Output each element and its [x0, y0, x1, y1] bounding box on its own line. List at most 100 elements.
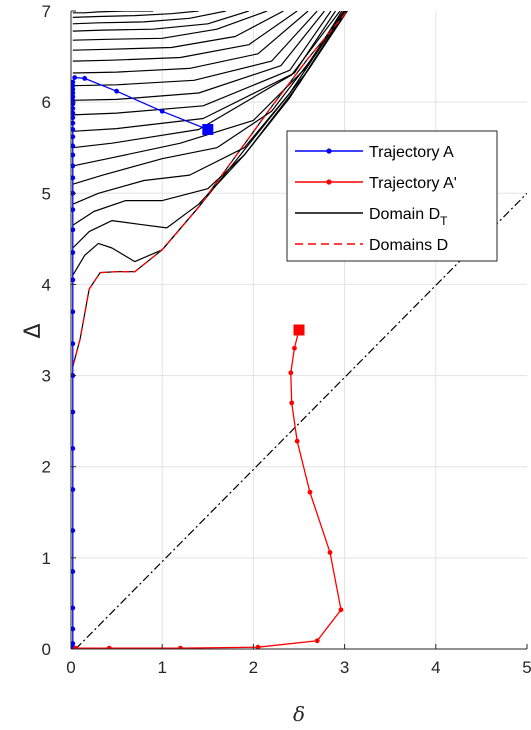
y-tick-label: 4 [42, 275, 51, 294]
legend-label: Domain DT [369, 206, 448, 228]
y-tick-label: 0 [42, 640, 51, 659]
plot-area [71, 11, 527, 649]
x-tick-label: 1 [157, 658, 166, 677]
y-tick-label: 2 [42, 458, 51, 477]
trajectory-a-point [71, 309, 76, 315]
legend: Trajectory A Trajectory A' Domain DT Domain… [286, 130, 498, 262]
legend-label: Trajectory A [369, 144, 454, 161]
trajectory-a-point [71, 487, 76, 492]
trajectory-a-point [71, 605, 76, 611]
domain-d-dashed [72, 11, 348, 367]
domain-dt-curve [72, 11, 284, 51]
legend-label: Trajectory A' [369, 175, 457, 192]
trajectory-a-point [71, 250, 76, 255]
trajectory-a-point [82, 76, 88, 81]
trajectory-a-point [71, 626, 76, 632]
trajectory-a-start-marker [202, 123, 214, 135]
trajectory-a-point [71, 175, 76, 181]
trajectory-a-point [71, 101, 76, 107]
domain-dt-curve [72, 11, 199, 18]
trajectory-a-point [71, 207, 76, 213]
trajectory-a-point [71, 528, 76, 533]
domain-dt-curve [72, 11, 154, 14]
domain-dt-curves [72, 11, 348, 276]
trajectory-a-point [71, 90, 76, 96]
axes [70, 11, 527, 650]
domain-dt-curve [72, 11, 325, 101]
trajectory-a-prime-point [327, 549, 333, 555]
domain-dt-curve [72, 11, 309, 74]
trajectory-a-prime-start-marker [293, 324, 305, 336]
trajectory-a-point [71, 115, 76, 121]
trajectory-a-point [71, 83, 76, 89]
y-tick-label: 3 [42, 367, 51, 386]
trajectory-a-point [71, 409, 76, 415]
diagonal-dashdot [75, 192, 527, 649]
domain-dt-curve [72, 11, 332, 116]
domain-dt-curve [72, 11, 347, 226]
trajectory-a-point [71, 106, 76, 111]
trajectory-a-point [71, 227, 76, 233]
trajectory-a-prime-point [178, 645, 183, 649]
trajectory-a-point [71, 341, 76, 347]
domain-dt-curve [72, 11, 298, 62]
domain-d-curve [72, 11, 348, 367]
legend-label: Domains D [369, 237, 448, 254]
x-tick-label: 2 [249, 658, 258, 677]
trajectory-a-point [71, 134, 76, 140]
y-tick-label: 6 [42, 93, 51, 112]
domain-dt-curve [72, 11, 268, 41]
trajectory-a-point [71, 94, 76, 100]
trajectory-a-point [71, 163, 76, 169]
trajectory-a-point [71, 86, 76, 92]
trajectory-a-point [71, 97, 76, 103]
trajectory-a-point [114, 88, 119, 94]
trajectory-a-point [159, 108, 165, 114]
domain-dt-curve [72, 11, 341, 149]
y-tick-label: 5 [42, 184, 51, 203]
diagonal-line [75, 192, 527, 649]
trajectory-a-prime-point [73, 645, 78, 649]
trajectory-a-point [71, 79, 76, 85]
trajectory-a-prime-point [288, 370, 294, 376]
x-axis-label: δ [293, 702, 305, 726]
trajectory-a-series [71, 75, 214, 649]
legend-box [286, 130, 498, 262]
trajectory-a-point [71, 641, 76, 646]
trajectory-a-prime-point [292, 345, 297, 351]
trajectory-a-prime-point [307, 489, 313, 495]
tick-labels: 0 1 2 3 4 5 0 1 2 3 4 5 6 7 [42, 2, 531, 677]
trajectory-a-prime-series [73, 324, 344, 649]
trajectory-a-point [71, 152, 76, 158]
domain-dt-curve [72, 11, 227, 25]
trajectory-a-prime-point [314, 638, 320, 644]
trajectory-a-point [71, 110, 76, 116]
legend-swatch-marker [326, 179, 332, 185]
trajectory-a-point [71, 277, 76, 283]
trajectory-a-prime-line [75, 329, 342, 649]
trajectory-a-point [72, 75, 78, 80]
y-tick-label: 7 [42, 2, 51, 21]
trajectory-a-prime-point [294, 438, 300, 444]
x-tick-label: 4 [431, 658, 440, 677]
trajectory-a-point [71, 569, 76, 574]
legend-swatch-marker [326, 148, 332, 154]
domain-dt-curve [72, 11, 249, 32]
domain-dt-curve [72, 11, 347, 249]
x-tick-label: 3 [340, 658, 349, 677]
y-tick-label: 1 [42, 549, 51, 568]
domain-dt-curve [72, 11, 348, 276]
trajectory-a-prime-point [289, 400, 295, 406]
trajectory-a-prime-point [255, 644, 261, 649]
y-axis-label: Δ [21, 323, 46, 338]
trajectory-a-point [71, 120, 76, 126]
trajectory-a-point [71, 446, 76, 451]
trajectory-a-prime-point [338, 607, 344, 613]
trajectory-a-point [71, 127, 76, 132]
domain-dt-curve [72, 11, 345, 185]
trajectory-a-prime-point [106, 645, 112, 649]
x-tick-label: 0 [66, 658, 75, 677]
trajectory-a-point [71, 143, 76, 149]
x-tick-label: 5 [522, 658, 531, 677]
